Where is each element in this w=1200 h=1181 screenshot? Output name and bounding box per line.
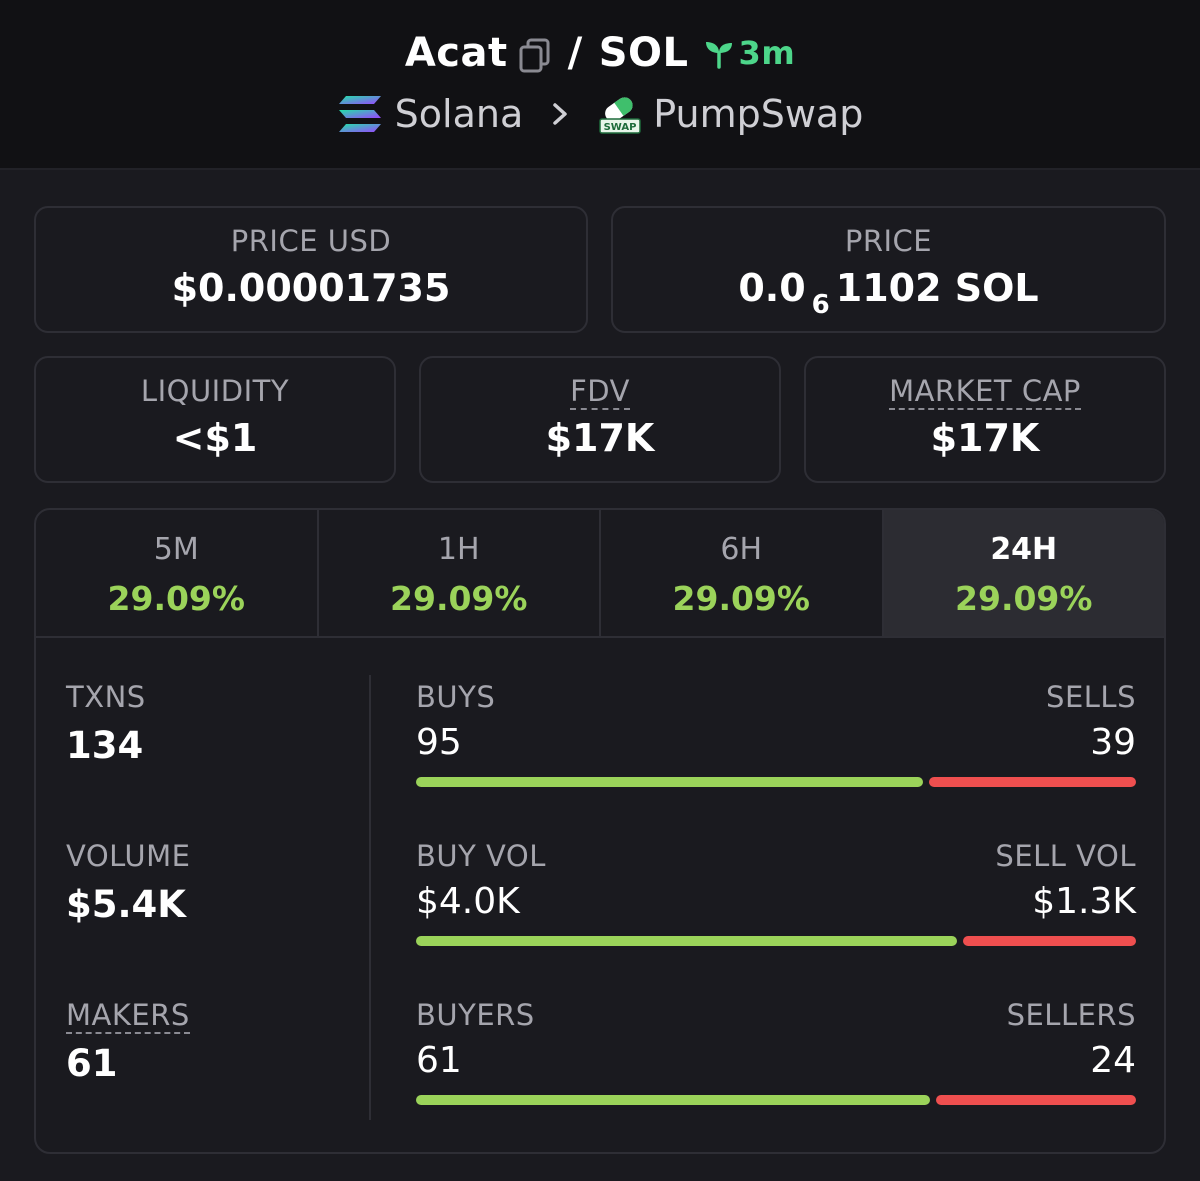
tab-1h[interactable]: 1H 29.09% <box>319 510 601 636</box>
sellers-value: 24 <box>1090 1040 1136 1081</box>
tab-label: 24H <box>990 532 1058 567</box>
liquidity-card: LIQUIDITY <$1 <box>34 356 396 483</box>
sell-vol-value: $1.3K <box>1032 881 1136 922</box>
column-divider <box>369 675 371 1120</box>
tab-5m[interactable]: 5M 29.09% <box>36 510 319 636</box>
makers-value: 61 <box>66 1042 118 1085</box>
breadcrumb: Solana SWAP PumpSwap <box>0 90 1200 138</box>
tab-6h[interactable]: 6H 29.09% <box>601 510 884 636</box>
pumpswap-logo-text: SWAP <box>604 122 637 133</box>
tab-change: 29.09% <box>955 579 1093 618</box>
market-cap-value: $17K <box>930 416 1040 460</box>
fdv-value: $17K <box>545 416 655 460</box>
price-native-zero-count: 6 <box>811 290 830 320</box>
buys-label: BUYS <box>416 680 496 714</box>
chevron-right-icon <box>553 103 567 125</box>
sellers-label: SELLERS <box>1006 998 1136 1032</box>
timeframe-tabs: 5M 29.09% 1H 29.09% 6H 29.09% 24H 29.09% <box>36 510 1164 638</box>
price-usd-value: $0.00001735 <box>171 266 451 310</box>
dex-link[interactable]: PumpSwap <box>653 92 864 136</box>
quote-symbol: SOL <box>598 30 689 76</box>
chain-link[interactable]: Solana <box>394 92 524 136</box>
price-native-label: PRICE <box>844 224 933 258</box>
volume-ratio: BUY VOL SELL VOL $4.0K $1.3K <box>416 839 1136 946</box>
liquidity-label: LIQUIDITY <box>140 374 290 408</box>
price-usd-card: PRICE USD $0.00001735 <box>34 206 588 333</box>
sell-vol-label: SELL VOL <box>995 839 1136 873</box>
stats-panel: 5M 29.09% 1H 29.09% 6H 29.09% 24H 29.09%… <box>34 508 1166 1154</box>
txns-value: 134 <box>66 724 144 767</box>
buys-value: 95 <box>416 722 462 763</box>
sell-bar-segment <box>935 1095 1136 1105</box>
tab-label: 6H <box>720 532 763 567</box>
buy-bar-segment <box>416 1095 930 1105</box>
volume-value: $5.4K <box>66 883 186 926</box>
sells-value: 39 <box>1090 722 1136 763</box>
buy-vol-value: $4.0K <box>416 881 520 922</box>
fdv-label[interactable]: FDV <box>570 374 630 410</box>
fdv-card: FDV $17K <box>419 356 781 483</box>
makers-label[interactable]: MAKERS <box>66 998 190 1034</box>
pair-header: Acat / SOL 3m So <box>0 0 1200 170</box>
sell-bar-segment <box>929 777 1136 787</box>
market-cap-card: MARKET CAP $17K <box>804 356 1166 483</box>
sprout-icon <box>705 42 732 69</box>
pair-title: Acat / SOL 3m <box>0 26 1200 80</box>
tab-24h[interactable]: 24H 29.09% <box>883 510 1164 636</box>
token-symbol: Acat <box>404 30 508 76</box>
volume-label: VOLUME <box>66 839 191 873</box>
buys-sells-ratio: BUYS SELLS 95 39 <box>416 680 1136 787</box>
txns-stat: TXNS 134 <box>66 680 146 767</box>
price-native-card: PRICE 0.0 6 1102 SOL <box>611 206 1166 333</box>
tab-change: 29.09% <box>390 579 528 618</box>
tab-label: 1H <box>437 532 480 567</box>
txns-label: TXNS <box>66 680 146 714</box>
tab-label: 5M <box>153 532 199 567</box>
sell-bar-segment <box>962 936 1136 946</box>
price-native-value: 0.0 6 1102 SOL <box>613 266 1164 320</box>
market-cap-label[interactable]: MARKET CAP <box>889 374 1081 410</box>
buyers-value: 61 <box>416 1040 462 1081</box>
tab-change: 29.09% <box>107 579 245 618</box>
price-native-prefix: 0.0 <box>738 266 806 310</box>
makers-stat: MAKERS 61 <box>66 998 190 1085</box>
price-usd-label: PRICE USD <box>230 224 392 258</box>
volume-bar <box>416 936 1136 946</box>
buyers-sellers-ratio: BUYERS SELLERS 61 24 <box>416 998 1136 1105</box>
sells-label: SELLS <box>1046 680 1136 714</box>
pair-age-value: 3m <box>738 34 796 72</box>
buy-vol-label: BUY VOL <box>416 839 546 873</box>
pumpswap-icon: SWAP <box>599 97 641 134</box>
pair-age: 3m <box>703 34 796 72</box>
solana-icon <box>338 96 381 132</box>
buy-bar-segment <box>416 777 924 787</box>
pair-separator: / <box>567 30 583 76</box>
volume-stat: VOLUME $5.4K <box>66 839 190 926</box>
buyers-label: BUYERS <box>416 998 535 1032</box>
price-native-suffix: 1102 SOL <box>835 266 1039 310</box>
buy-bar-segment <box>416 936 957 946</box>
liquidity-value: <$1 <box>172 416 258 460</box>
copy-icon[interactable] <box>518 36 552 74</box>
buys-sells-bar <box>416 777 1136 787</box>
buyers-sellers-bar <box>416 1095 1136 1105</box>
tab-change: 29.09% <box>672 579 810 618</box>
